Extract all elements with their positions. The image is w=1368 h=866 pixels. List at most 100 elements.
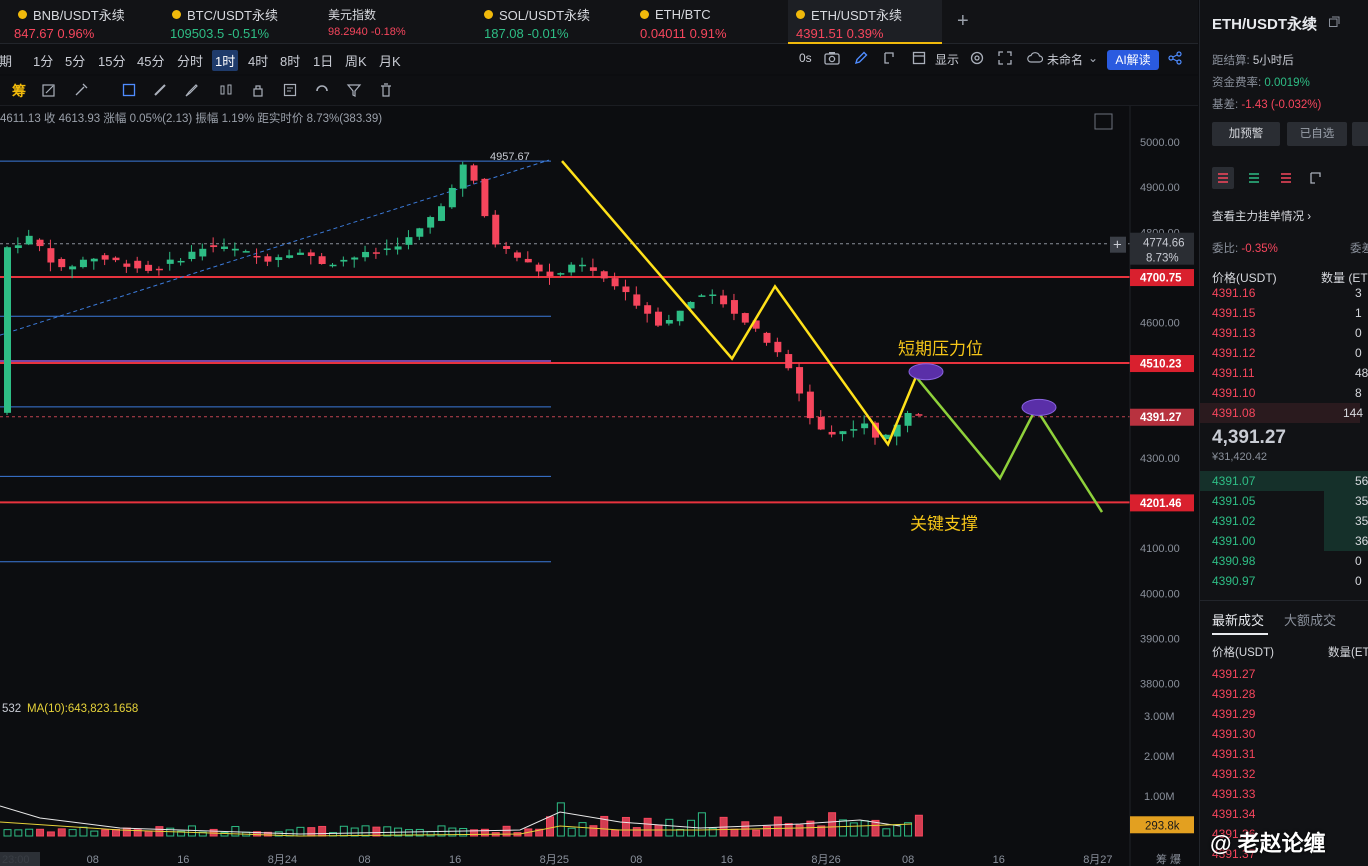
draw-tool-icon[interactable] [40, 82, 58, 100]
candle-body [709, 294, 717, 297]
coin-icon [640, 9, 649, 19]
trash-icon[interactable] [377, 82, 395, 100]
interval-period[interactable]: 期 [0, 54, 13, 69]
note-icon[interactable] [281, 82, 299, 100]
interval-1m[interactable]: 1分 [33, 54, 54, 69]
filter-icon[interactable] [345, 82, 363, 100]
ticker-tab-dxy[interactable]: 美元指数 98.2940 -0.18% [328, 0, 458, 44]
candle-tool-icon[interactable] [217, 82, 235, 100]
volume-readout-prefix: 532 [2, 703, 21, 715]
add-tab-button[interactable]: + [957, 10, 969, 32]
ask-row[interactable]: 4391.11 48 [1212, 363, 1368, 383]
volume-bar [448, 827, 457, 837]
price-chart[interactable]: 4957.67 532 MA(10):643,823.1658 短期压力位 关键支撑… [0, 106, 1198, 866]
ticker-tab-ethbtc[interactable]: ETH/BTC 0.04011 0.91% [640, 0, 770, 44]
candle-body [622, 286, 630, 293]
share-icon[interactable] [1168, 51, 1182, 68]
bid-row[interactable]: 4390.97 0 [1212, 571, 1368, 591]
interval-15m[interactable]: 15分 [98, 54, 126, 69]
fullscreen-icon[interactable] [998, 51, 1012, 68]
volume-bar [676, 828, 685, 837]
chips-tool[interactable]: 筹 [12, 83, 26, 99]
main-orders-link[interactable]: 查看主力挂单情况 › [1212, 208, 1311, 224]
interval-45m[interactable]: 45分 [137, 54, 165, 69]
funding-value: 0.0019% [1264, 77, 1310, 89]
favorited-button[interactable]: 已自选 [1287, 122, 1347, 146]
candle-body [589, 267, 597, 271]
interval-4h[interactable]: 4时 [248, 54, 269, 69]
pencil-icon[interactable] [854, 51, 868, 68]
popout-icon[interactable] [1328, 16, 1340, 31]
lock-icon[interactable] [249, 82, 267, 100]
candle-body [448, 187, 456, 208]
add-alert-button[interactable]: 加预警 [1212, 122, 1280, 146]
select-tool-icon[interactable] [120, 82, 138, 100]
ticker-tab-sol[interactable]: SOL/USDT永续 187.08 -0.01% [484, 0, 624, 44]
volume-bar-fill [752, 830, 760, 836]
interval-month[interactable]: 月K [379, 54, 401, 69]
magnet-icon[interactable] [313, 82, 331, 100]
ticker-tab-btc[interactable]: BTC/USDT永续 109503.5 -0.51% [170, 0, 312, 44]
bid-row[interactable]: 4391.07 56 [1200, 471, 1368, 491]
tab-latest-trades[interactable]: 最新成交 [1212, 613, 1265, 628]
interval-1h[interactable]: 1时 [212, 50, 239, 71]
ticker-price: 187.08 [484, 26, 524, 41]
interval-5m[interactable]: 5分 [65, 54, 86, 69]
ruler-icon[interactable] [151, 82, 169, 100]
interval-1d[interactable]: 1日 [313, 54, 334, 69]
bid-row[interactable]: 4390.98 0 [1212, 551, 1368, 571]
ticker-change: 0.39% [846, 26, 884, 41]
ai-interpret-button[interactable]: AI解读 [1107, 50, 1159, 70]
magic-tool-icon[interactable] [72, 82, 90, 100]
trade-price: 4391.37 [1212, 847, 1256, 861]
cloud-icon[interactable] [1027, 51, 1044, 66]
ask-row[interactable]: 4391.10 8 [1212, 383, 1368, 403]
interval-week[interactable]: 周K [345, 54, 367, 69]
volume-bar-fill [253, 831, 261, 836]
volume-bar-fill [58, 828, 66, 836]
col-qty-header: 数量 (ET [1321, 271, 1368, 285]
bid-row[interactable]: 4391.00 36 [1212, 531, 1368, 551]
volume-bar [25, 828, 34, 837]
ticker-tab-ethusdt[interactable]: ETH/USDT永续 4391.51 0.39% [788, 0, 942, 44]
candle-body [296, 252, 304, 255]
layout-name-menu[interactable]: 未命名 [1047, 53, 1084, 67]
bid-row[interactable]: 4391.05 35 [1212, 491, 1368, 511]
ticker-price: 98.2940 [328, 26, 368, 38]
orderbook-depth-icon[interactable] [1308, 170, 1324, 189]
resistance-annotation: 短期压力位 [898, 339, 983, 359]
settings-icon[interactable] [970, 51, 984, 68]
orderbook-asks-icon[interactable] [1278, 170, 1294, 189]
orderbook-bids-icon[interactable] [1246, 170, 1262, 189]
green-projection-path [915, 375, 1104, 513]
ask-row[interactable]: 4391.16 3 [1212, 283, 1368, 303]
display-menu[interactable]: 显示 [935, 53, 960, 67]
cursor-icon[interactable] [882, 51, 896, 68]
ohlc-readout: 4611.13 收 4613.93 涨幅 0.05%(2.13) 振幅 1.19… [0, 113, 383, 125]
ask-row[interactable]: 4391.13 0 [1212, 323, 1368, 343]
interval-timeshare[interactable]: 分时 [177, 54, 204, 69]
tab-big-trades[interactable]: 大额成交 [1284, 613, 1337, 628]
interval-8h[interactable]: 8时 [280, 54, 301, 69]
candle-body [687, 301, 695, 309]
more-button[interactable] [1352, 122, 1368, 146]
candle-body [25, 235, 33, 245]
last-price: 4,391.27 [1212, 427, 1286, 448]
candle-body [416, 228, 424, 237]
layout-icon[interactable] [912, 51, 926, 68]
ask-row[interactable]: 4391.12 0 [1212, 343, 1368, 363]
candle-body [785, 354, 793, 369]
ticker-tab-bnb[interactable]: BNB/USDT永续 847.67 0.96% [14, 0, 158, 44]
col-price-header: 价格(USDT) [1212, 271, 1277, 285]
bid-row[interactable]: 4391.02 35 [1212, 511, 1368, 531]
candle-body [329, 264, 337, 267]
brush-icon[interactable] [183, 82, 201, 100]
volume-ma10-line [0, 821, 913, 837]
yellow-wave-path [561, 160, 918, 447]
ask-row[interactable]: 4391.08 144 [1200, 403, 1363, 423]
ask-row[interactable]: 4391.15 1 [1212, 303, 1368, 323]
orderbook-both-icon[interactable] [1212, 167, 1234, 189]
camera-icon[interactable] [824, 51, 840, 68]
volume-bar-fill [633, 827, 641, 836]
y-tick-label: 3800.00 [1140, 679, 1180, 691]
